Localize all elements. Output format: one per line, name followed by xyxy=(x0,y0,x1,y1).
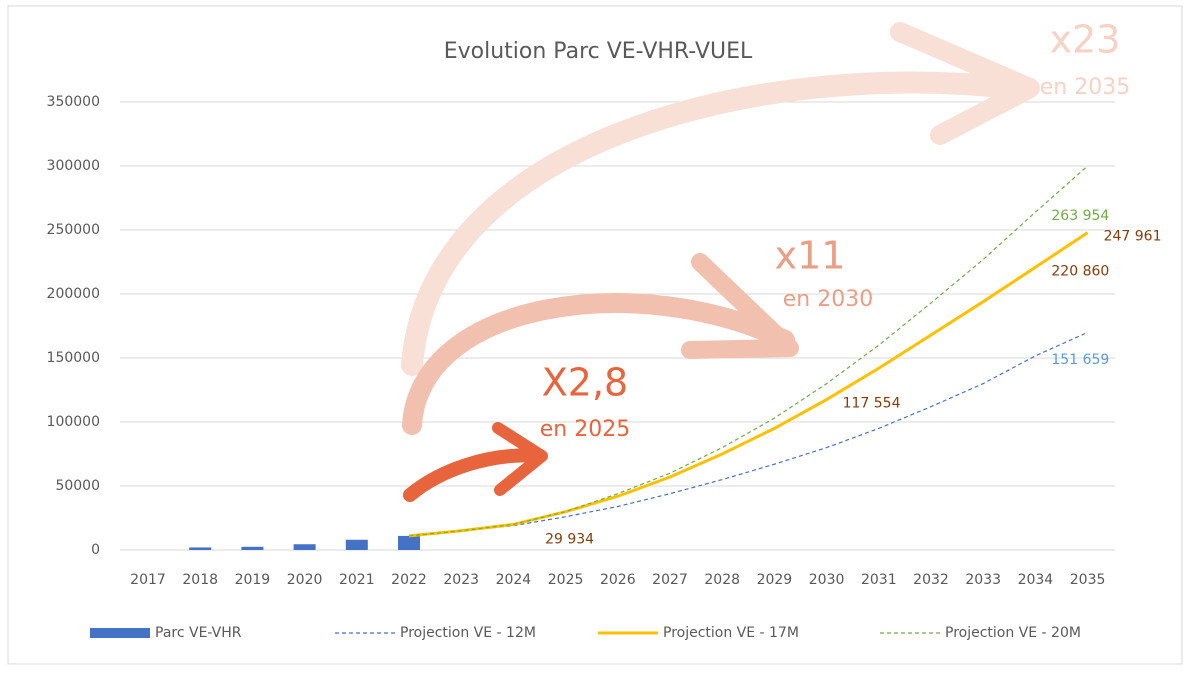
annotation-sub: en 2035 xyxy=(1040,75,1130,100)
x-tick-label: 2021 xyxy=(339,572,375,588)
y-tick-label: 150000 xyxy=(47,350,100,366)
line xyxy=(408,165,1088,537)
arrow-head-x2 xyxy=(492,422,548,496)
x-tick-label: 2018 xyxy=(182,572,218,588)
bar xyxy=(189,547,212,550)
x-tick-label: 2027 xyxy=(652,572,688,588)
x-tick-label: 2019 xyxy=(235,572,271,588)
annotation: x23 xyxy=(1050,18,1121,62)
annotation: x11 xyxy=(775,234,846,278)
arrow-head-x11 xyxy=(681,253,799,359)
bar xyxy=(293,544,316,550)
y-tick-label: 350000 xyxy=(47,94,100,110)
legend-label: Projection VE - 20M xyxy=(945,625,1081,641)
data-label: 247 961 xyxy=(1104,229,1162,245)
y-tick-label: 250000 xyxy=(47,222,100,238)
data-label: 263 954 xyxy=(1051,208,1109,224)
x-tick-label: 2029 xyxy=(757,572,793,588)
x-tick-label: 2031 xyxy=(861,572,897,588)
annotation-sub: en 2030 xyxy=(783,287,873,312)
x-tick-label: 2034 xyxy=(1018,572,1054,588)
y-tick-label: 50000 xyxy=(55,478,100,494)
legend-label: Parc VE-VHR xyxy=(155,625,242,641)
bar xyxy=(241,546,264,550)
arrow-x2 xyxy=(403,448,547,502)
y-tick-label: 200000 xyxy=(47,286,100,302)
data-label: 151 659 xyxy=(1051,352,1109,368)
x-tick-label: 2024 xyxy=(496,572,532,588)
arrow-head-x23 xyxy=(890,22,1040,145)
bar xyxy=(345,539,368,550)
x-tick-label: 2033 xyxy=(965,572,1001,588)
x-tick-label: 2035 xyxy=(1070,572,1106,588)
x-tick-label: 2028 xyxy=(704,572,740,588)
x-tick-label: 2023 xyxy=(443,572,479,588)
arrow-x11 xyxy=(402,293,795,435)
data-label: 117 554 xyxy=(843,396,901,412)
y-tick-label: 0 xyxy=(91,542,100,558)
data-label: 29 934 xyxy=(545,532,594,548)
x-tick-label: 2030 xyxy=(809,572,845,588)
y-tick-label: 100000 xyxy=(47,414,100,430)
chart-title: Evolution Parc VE-VHR-VUEL xyxy=(444,39,753,64)
legend-label: Projection VE - 12M xyxy=(400,625,536,641)
line xyxy=(408,331,1088,537)
bar xyxy=(398,535,420,550)
arrow-x23 xyxy=(401,71,1021,376)
data-label: 220 860 xyxy=(1051,263,1109,279)
x-tick-label: 2032 xyxy=(913,572,949,588)
x-tick-label: 2022 xyxy=(391,572,427,588)
y-tick-label: 300000 xyxy=(47,158,100,174)
annotation-sub: en 2025 xyxy=(540,417,630,442)
x-tick-label: 2020 xyxy=(287,572,323,588)
legend-label: Projection VE - 17M xyxy=(663,625,799,641)
x-tick-label: 2025 xyxy=(548,572,584,588)
x-tick-label: 2026 xyxy=(600,572,636,588)
x-tick-label: 2017 xyxy=(130,572,166,588)
legend-swatch xyxy=(90,628,150,638)
annotation: X2,8 xyxy=(542,361,628,405)
